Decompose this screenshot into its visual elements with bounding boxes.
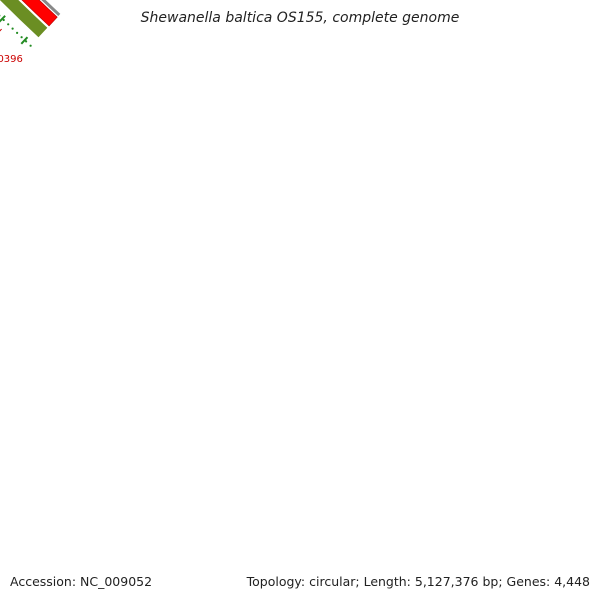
cds-band — [6, 0, 58, 27]
gene-label[interactable]: Sbal_0396 — [0, 54, 23, 65]
gene-segment[interactable] — [0, 0, 48, 38]
accession-label: Accession: NC_009052 — [10, 574, 153, 589]
tick-dot — [11, 27, 14, 30]
tick-dot — [20, 36, 23, 39]
tick-dot — [29, 44, 32, 47]
outer-tick-ring — [0, 14, 32, 47]
topology-label: Topology: circular; Length: 5,127,376 bp… — [246, 574, 590, 589]
tick-mark — [20, 36, 29, 45]
tick-mark — [0, 15, 6, 23]
gene-band — [0, 0, 48, 38]
gene-labels: Sbal_0396murESbal_0398mraYmurDSbal_0401m… — [0, 28, 23, 65]
map-title: Shewanella baltica OS155, complete genom… — [140, 10, 460, 26]
tick-dot — [16, 31, 19, 34]
tick-dot — [25, 40, 28, 43]
tick-dot — [2, 18, 5, 22]
tick-dot — [7, 23, 10, 26]
cds-arrow[interactable] — [6, 0, 58, 27]
